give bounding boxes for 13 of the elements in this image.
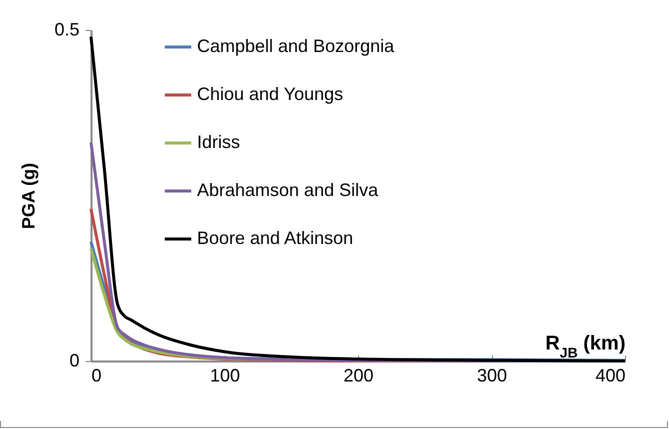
y-axis-title: PGA (g)	[18, 162, 38, 230]
legend-label: Abrahamson and Silva	[197, 180, 380, 200]
legend-label: Campbell and Bozorgnia	[197, 36, 396, 56]
x-tick-label: 200	[343, 366, 374, 386]
y-tick-label: 0.5	[54, 20, 80, 40]
x-axis-title: R$_{JB}$ (km)	[545, 332, 626, 360]
x-tick-label: 400	[595, 366, 626, 386]
x-tick-label: 100	[210, 366, 240, 386]
x-tick-label: 0	[92, 366, 102, 386]
legend-label: Boore and Atkinson	[197, 228, 354, 248]
legend-label: Idriss	[197, 132, 240, 152]
legend-label: Chiou and Youngs	[197, 84, 344, 104]
x-tick-label: 300	[476, 366, 508, 386]
